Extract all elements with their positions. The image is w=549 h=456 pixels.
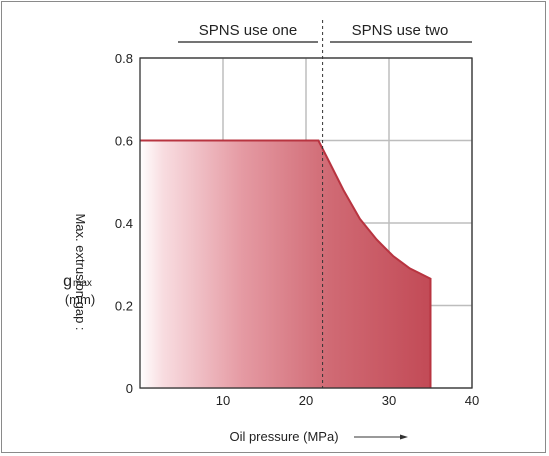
y-axis-label: Max. extrusion gap : [73,213,88,330]
region-label-two: SPNS use two [352,22,449,39]
y-tick-labels: 0 0.2 0.4 0.6 0.8 [115,51,133,396]
area-fill [140,140,431,388]
x-tick-label: 30 [382,393,396,408]
y-tick-label: 0.8 [115,51,133,66]
x-axis-arrow-head [400,434,408,440]
area-edge [140,139,432,388]
x-tick-label: 10 [216,393,230,408]
y-axis-symbol: g [63,273,72,290]
y-tick-label: 0.6 [115,134,133,149]
region-label-one: SPNS use one [199,22,297,39]
x-tick-labels: 10 20 30 40 [216,393,479,408]
x-tick-label: 40 [465,393,479,408]
y-axis-unit: (mm) [65,292,95,307]
y-tick-label: 0.4 [115,216,133,231]
x-tick-label: 20 [299,393,313,408]
y-tick-label: 0 [126,381,133,396]
x-axis-label: Oil pressure (MPa) [229,429,338,444]
y-tick-label: 0.2 [115,299,133,314]
y-axis-symbol-subscript: max [73,278,92,289]
plot-border [139,57,473,389]
